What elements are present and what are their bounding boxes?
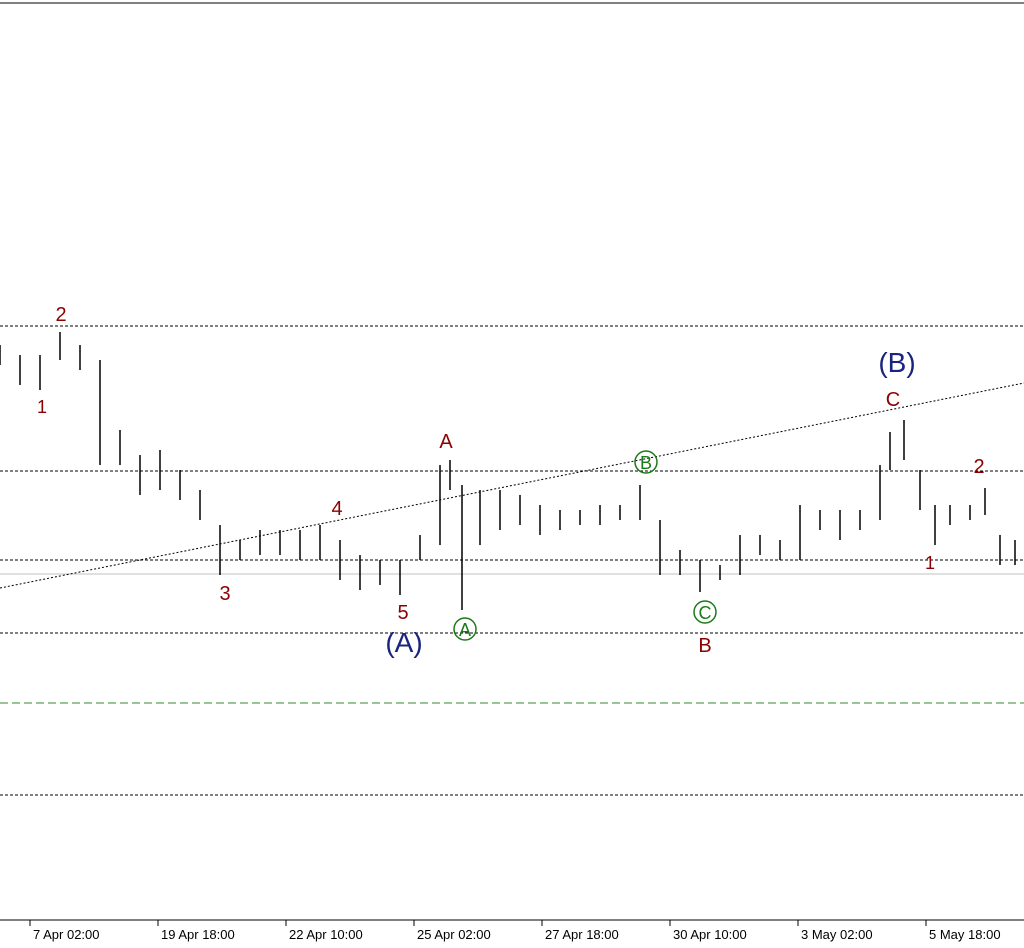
wave-label: B bbox=[698, 635, 711, 657]
wave-label: 2 bbox=[973, 456, 984, 478]
wave-label: 2 bbox=[55, 304, 66, 326]
wave-label: (B) bbox=[878, 347, 915, 378]
trend-line bbox=[0, 382, 1024, 589]
circle bbox=[693, 600, 717, 624]
wave-label: (A) bbox=[385, 627, 422, 658]
wave-label: B bbox=[640, 453, 652, 473]
wave-label: 3 bbox=[219, 583, 230, 605]
x-tick-label: 22 Apr 10:00 bbox=[289, 927, 363, 942]
wave-label: C bbox=[699, 603, 712, 623]
x-tick-label: 30 Apr 10:00 bbox=[673, 927, 747, 942]
x-tick-label: 5 May 18:00 bbox=[929, 927, 1001, 942]
wave-label: A bbox=[439, 431, 453, 453]
x-tick-label: 19 Apr 18:00 bbox=[161, 927, 235, 942]
wave-label: 4 bbox=[331, 498, 342, 520]
wave-label: 5 bbox=[397, 602, 408, 624]
x-tick-label: 27 Apr 18:00 bbox=[545, 927, 619, 942]
circle bbox=[453, 617, 477, 641]
circle bbox=[634, 450, 658, 474]
wave-label: 1 bbox=[37, 397, 47, 417]
x-tick-label: 7 Apr 02:00 bbox=[33, 927, 100, 942]
plot-area: 7 Apr 02:00 19 Apr 18:00 22 Apr 10:00 25 Ap… bbox=[0, 325, 1024, 942]
wave-label: 1 bbox=[925, 553, 935, 573]
wave-labels: 2 1 3 4 5 (A) A A B C B (B) C 2 1 bbox=[37, 304, 985, 658]
x-tick-label: 3 May 02:00 bbox=[801, 927, 873, 942]
wave-label: A bbox=[459, 620, 471, 640]
wave-label: C bbox=[886, 389, 900, 411]
x-tick-label: 25 Apr 02:00 bbox=[417, 927, 491, 942]
